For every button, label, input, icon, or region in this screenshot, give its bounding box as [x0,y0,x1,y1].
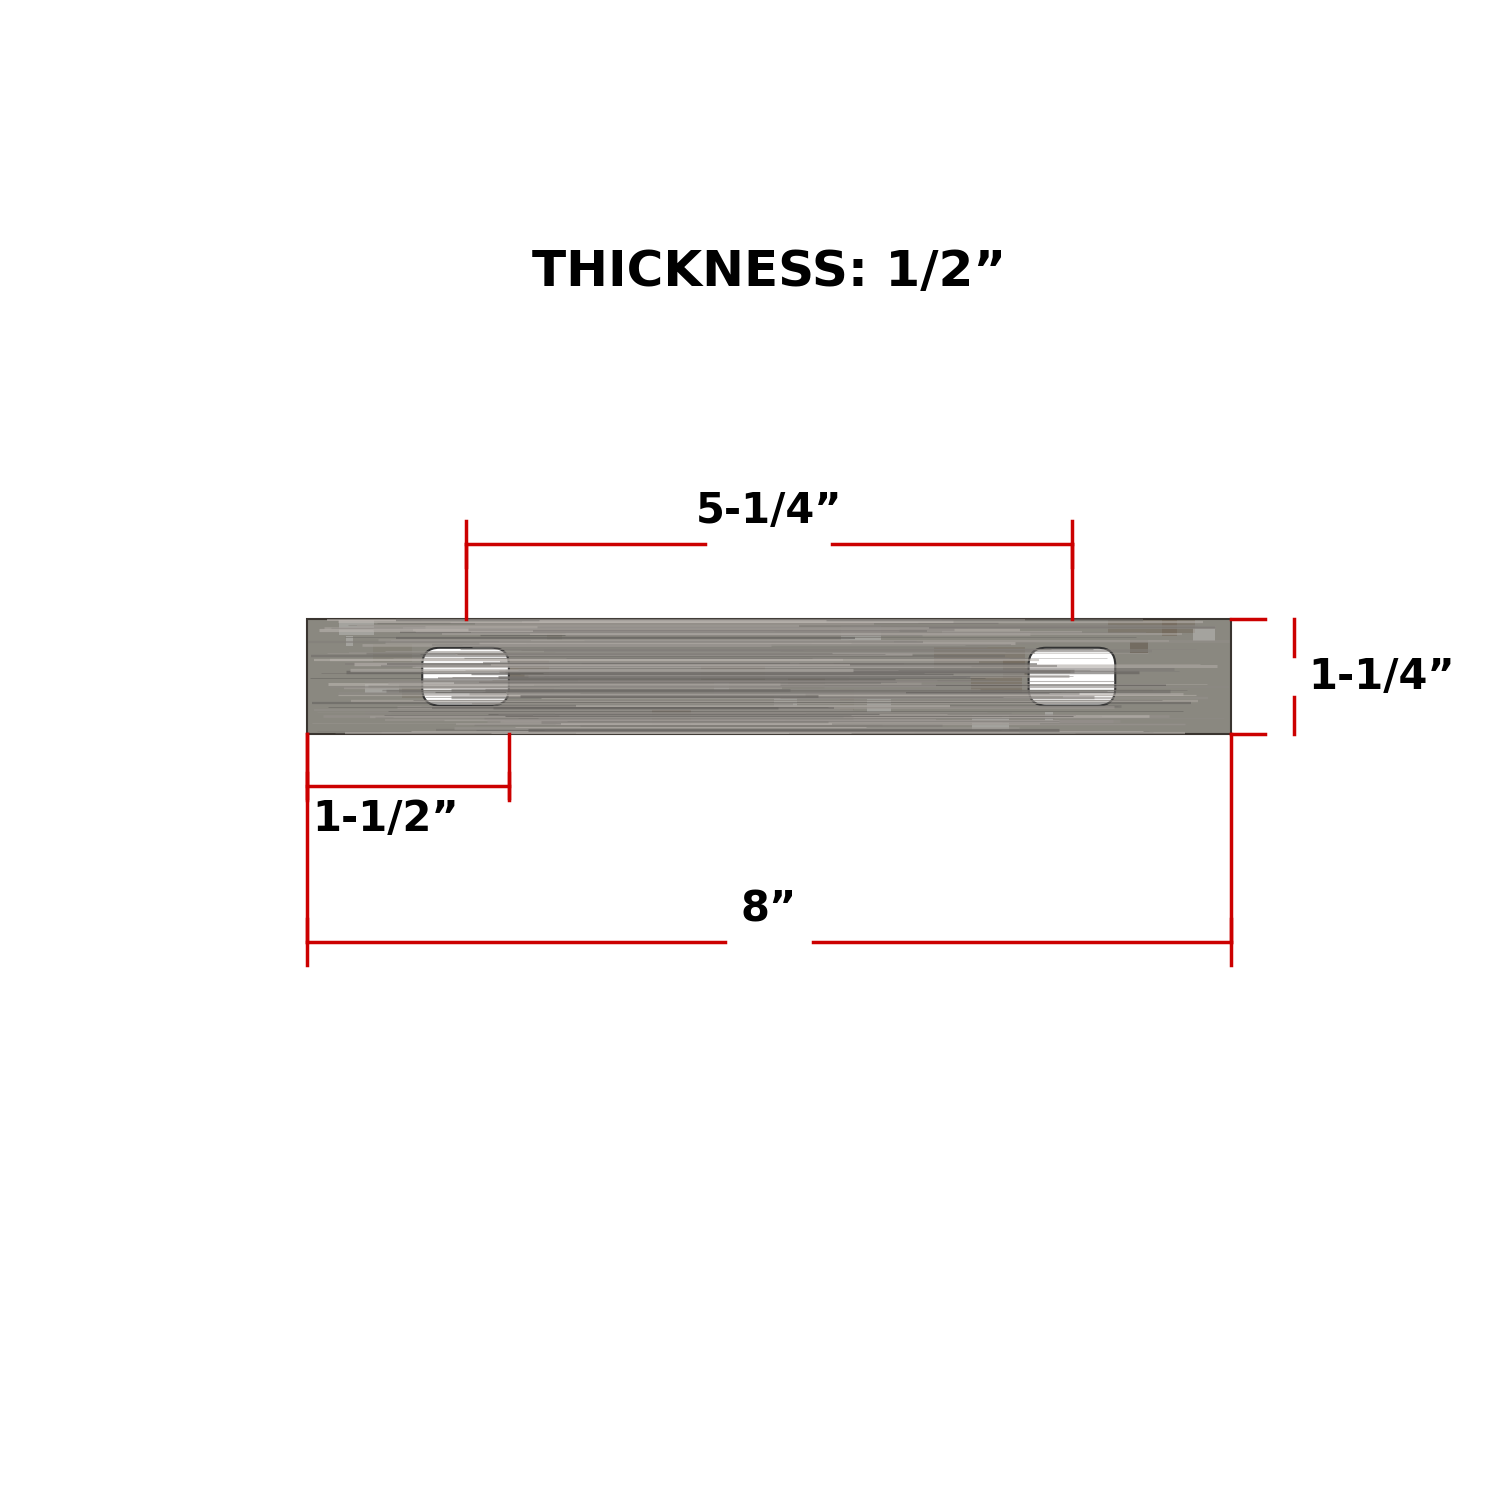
Bar [468,687,555,694]
Bar [774,696,798,708]
Bar [346,636,352,646]
Bar [1046,711,1053,722]
Bar [652,710,690,724]
Text: 5-1/4”: 5-1/4” [696,490,842,532]
Text: 1-1/4”: 1-1/4” [1308,656,1455,698]
Bar [1107,620,1196,633]
Bar [700,663,765,680]
Bar [1162,618,1178,636]
Bar [972,676,1022,693]
Bar [867,699,891,712]
Text: THICKNESS: 1/2”: THICKNESS: 1/2” [531,249,1007,297]
FancyBboxPatch shape [423,648,508,705]
Bar [306,620,1230,735]
Bar [1192,628,1215,640]
Bar [339,620,374,634]
Bar [972,716,1008,730]
FancyBboxPatch shape [1029,648,1114,705]
Bar [466,660,549,678]
Bar [840,690,854,709]
Bar [548,632,562,640]
Bar [788,678,825,686]
Text: 1-1/2”: 1-1/2” [312,798,459,840]
Text: 8”: 8” [741,888,796,930]
Bar [842,626,880,640]
Bar [306,620,1230,735]
Bar [1130,639,1149,652]
Bar [402,687,436,698]
Bar [1004,660,1068,678]
Bar [364,684,399,693]
Bar [714,682,729,693]
Bar [934,646,1024,668]
Bar [374,644,413,662]
